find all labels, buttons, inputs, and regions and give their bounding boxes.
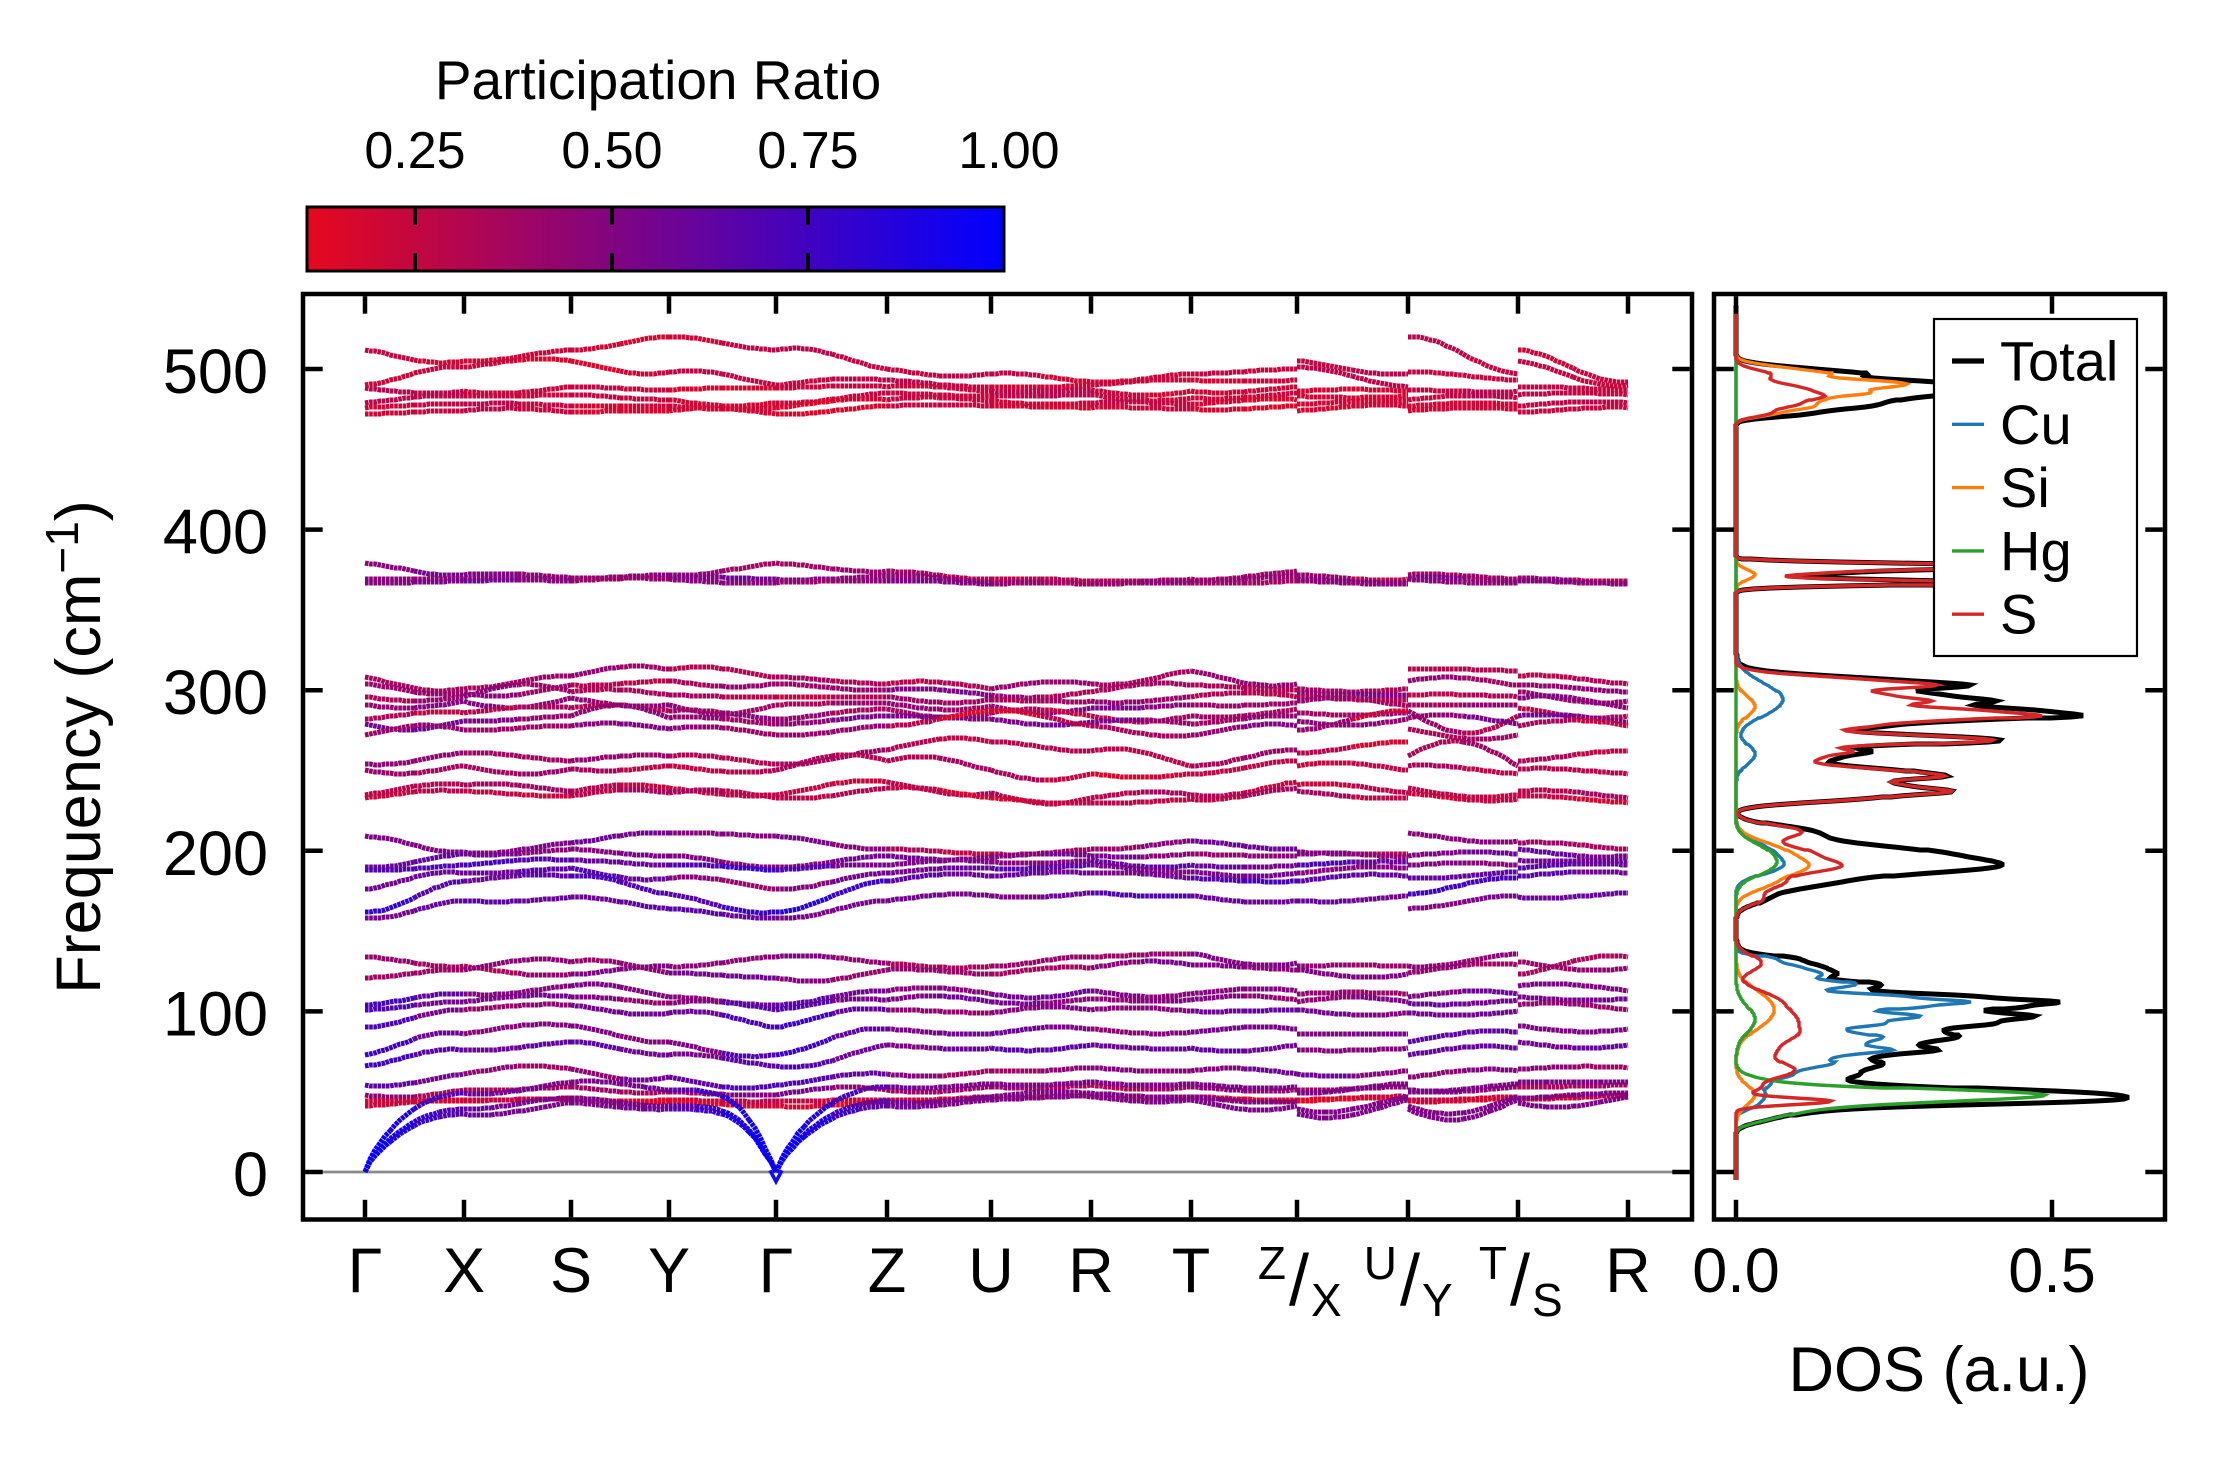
svg-text:/: /	[1510, 1241, 1530, 1321]
svg-text:R: R	[1068, 1236, 1114, 1306]
svg-text:Participation Ratio: Participation Ratio	[435, 49, 881, 111]
svg-text:S: S	[1532, 1274, 1563, 1326]
svg-text:400: 400	[163, 498, 268, 568]
svg-text:/: /	[1400, 1241, 1420, 1321]
svg-text:R: R	[1605, 1236, 1651, 1306]
svg-text:S: S	[550, 1236, 592, 1306]
svg-text:U: U	[968, 1236, 1014, 1306]
svg-text:500: 500	[163, 337, 268, 407]
svg-text:200: 200	[163, 819, 268, 889]
svg-text:Cu: Cu	[2000, 393, 2072, 456]
svg-text:/: /	[1289, 1241, 1309, 1321]
svg-text:Y: Y	[648, 1236, 690, 1306]
svg-text:Γ: Γ	[348, 1236, 383, 1306]
svg-text:0.0: 0.0	[1692, 1236, 1780, 1306]
svg-text:Z: Z	[868, 1236, 906, 1306]
svg-text:Total: Total	[2000, 330, 2118, 393]
svg-text:X: X	[1311, 1274, 1342, 1326]
svg-text:Y: Y	[1422, 1274, 1453, 1326]
svg-text:1.00: 1.00	[958, 122, 1059, 180]
svg-text:0.50: 0.50	[561, 122, 662, 180]
svg-text:Hg: Hg	[2000, 519, 2072, 582]
svg-text:T: T	[1479, 1237, 1507, 1289]
svg-text:0.25: 0.25	[364, 122, 465, 180]
svg-text:Γ: Γ	[759, 1236, 794, 1306]
svg-text:0.5: 0.5	[2008, 1236, 2096, 1306]
svg-text:Si: Si	[2000, 456, 2050, 519]
svg-text:300: 300	[163, 658, 268, 728]
svg-text:T: T	[1172, 1236, 1210, 1306]
svg-text:0.75: 0.75	[757, 122, 858, 180]
svg-text:X: X	[443, 1236, 485, 1306]
svg-text:100: 100	[163, 979, 268, 1049]
svg-text:0: 0	[233, 1140, 268, 1210]
svg-text:Frequency (cm−1): Frequency (cm−1)	[36, 500, 114, 994]
svg-text:Z: Z	[1258, 1237, 1286, 1289]
svg-text:DOS (a.u.): DOS (a.u.)	[1788, 1335, 2089, 1405]
svg-text:S: S	[2000, 583, 2037, 646]
svg-text:U: U	[1364, 1237, 1397, 1289]
